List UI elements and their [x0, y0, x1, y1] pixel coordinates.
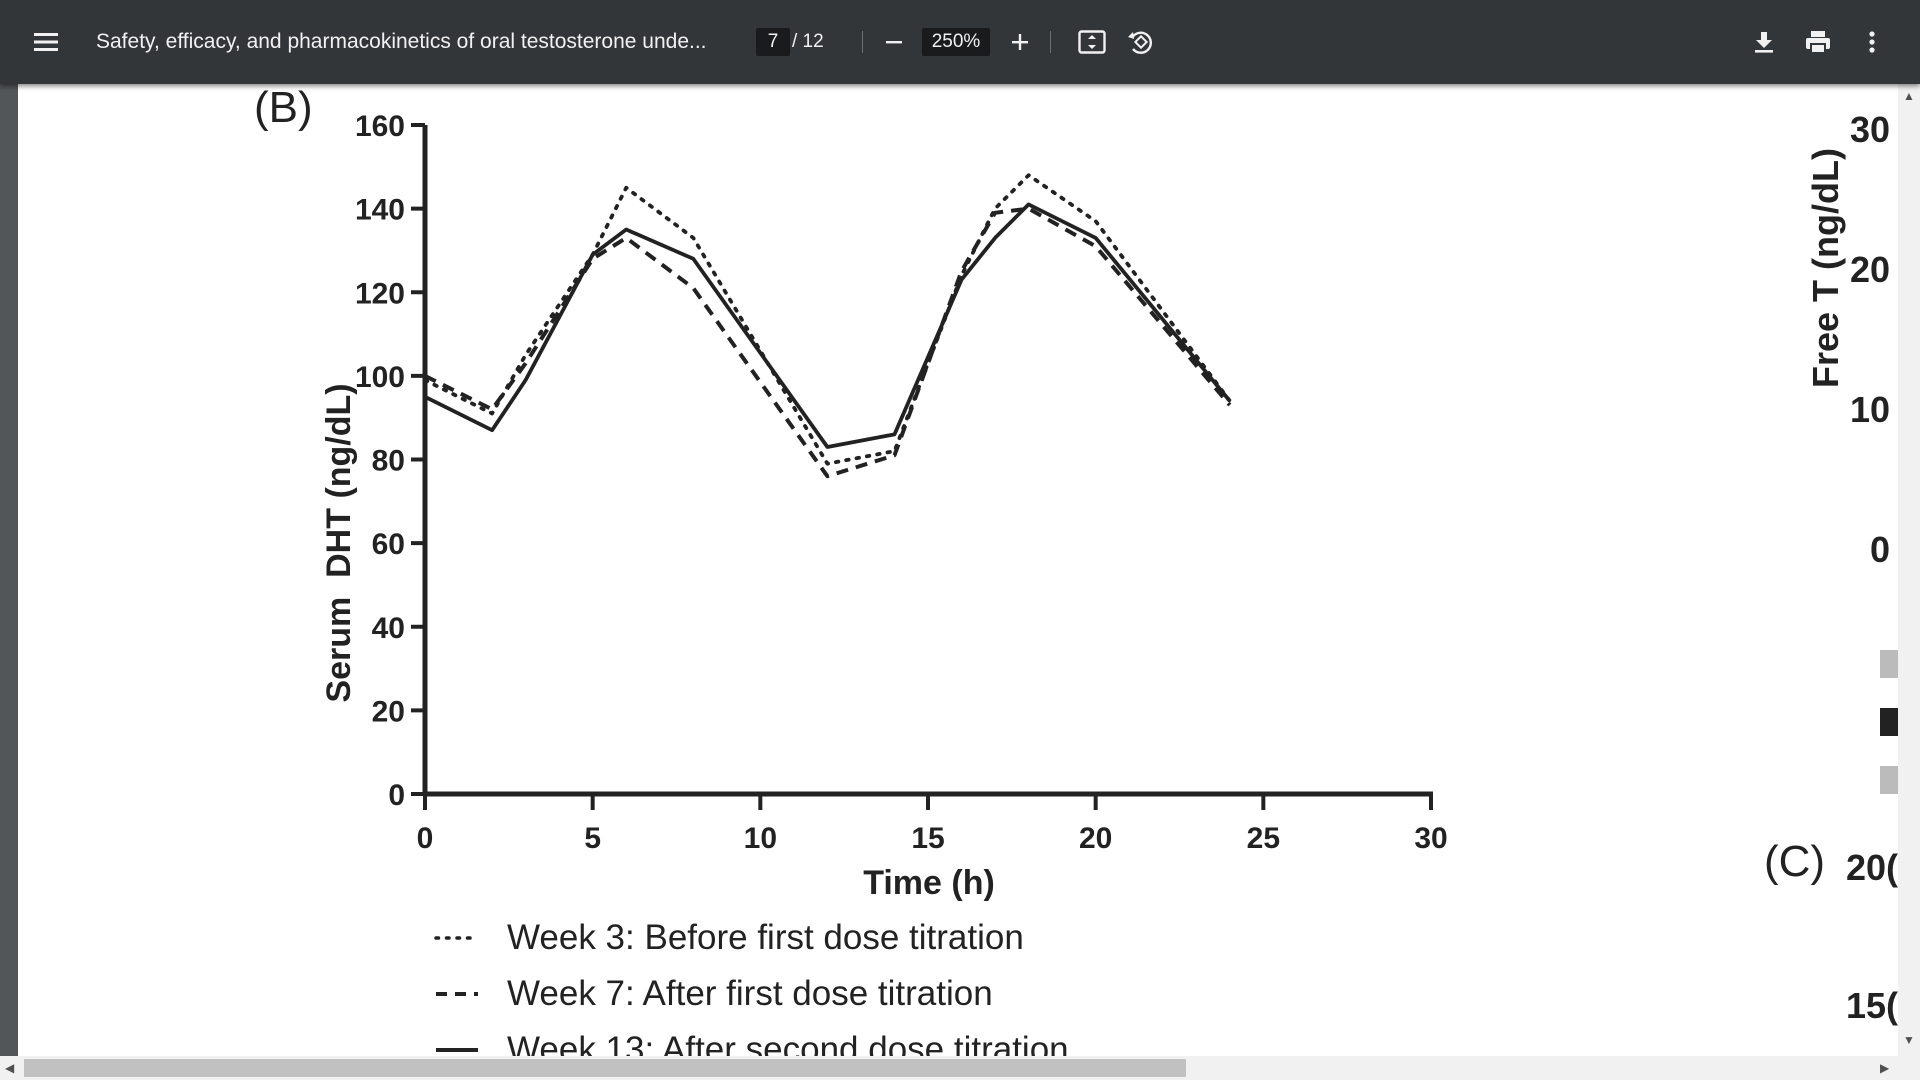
zoom-in-icon	[1012, 34, 1028, 50]
menu-icon	[34, 33, 58, 51]
y-tick-label: 140	[355, 194, 405, 227]
legend-swatch-partial	[1880, 766, 1898, 794]
x-tick-label: 30	[1414, 822, 1447, 855]
x-tick-label: 25	[1247, 822, 1280, 855]
y-tick-label: 120	[355, 277, 405, 310]
page-total: / 12	[792, 31, 824, 52]
right-panel-tick: 30	[1850, 109, 1890, 150]
page-number-input[interactable]: 7	[756, 28, 790, 56]
more-options-button[interactable]	[1852, 22, 1892, 62]
y-tick-label: 20	[372, 695, 405, 728]
panel-b-label: (B)	[254, 84, 313, 132]
x-tick-label: 15	[911, 822, 944, 855]
more-options-icon	[1869, 31, 1875, 53]
series-line-dashed	[424, 206, 1232, 479]
download-button[interactable]	[1744, 22, 1784, 62]
legend-label: Week 13: After second dose titration	[507, 1030, 1069, 1056]
y-tick-label: 60	[372, 528, 405, 561]
legend-label: Week 3: Before first dose titration	[507, 918, 1024, 957]
x-tick-label: 20	[1079, 822, 1112, 855]
viewer-gutter	[0, 84, 18, 1056]
toolbar-divider	[1050, 31, 1051, 53]
horizontal-scroll-thumb[interactable]	[24, 1059, 1186, 1077]
zoom-in-button[interactable]	[1000, 22, 1040, 62]
series-line-solid	[424, 202, 1232, 449]
series-line-dotted	[423, 173, 1232, 466]
y-tick-label: 160	[355, 110, 405, 143]
y-tick-label: 100	[355, 361, 405, 394]
print-icon	[1806, 31, 1830, 54]
scroll-left-arrow-icon[interactable]: ◀	[5, 1061, 15, 1075]
y-tick-label: 40	[372, 612, 405, 645]
chart-legend: Week 3: Before first dose titration Week…	[434, 918, 1069, 1056]
y-axis-label: Serum DHT (ng/dL)	[320, 383, 358, 702]
x-tick-label: 5	[584, 822, 601, 855]
chart-series	[423, 173, 1232, 479]
zoom-out-button[interactable]	[874, 22, 914, 62]
zoom-level-input[interactable]: 250%	[922, 28, 990, 56]
right-panel-tick: 10	[1850, 389, 1890, 430]
vertical-scrollbar[interactable]: ▲ ▼	[1898, 84, 1920, 1056]
document-title: Safety, efficacy, and pharmacokinetics o…	[96, 30, 707, 53]
download-icon	[1755, 32, 1773, 53]
print-button[interactable]	[1798, 22, 1838, 62]
toolbar-divider	[862, 31, 863, 53]
x-tick-label: 0	[417, 822, 434, 855]
panel-c-label: (C)	[1764, 837, 1825, 886]
fit-to-page-button[interactable]	[1072, 22, 1112, 62]
right-panel-lower-tick: 20(	[1846, 847, 1898, 888]
rotate-icon	[1128, 31, 1152, 54]
legend-swatch-partial	[1880, 650, 1898, 678]
horizontal-scrollbar[interactable]: ◀ ▶	[0, 1056, 1920, 1080]
right-panel-tick: 20	[1850, 249, 1890, 290]
right-panel-lower-tick: 15(	[1846, 985, 1898, 1026]
chart-axes: 0 20 40 60 80 100 120 140 160 0 5 10 15 20 25 30	[355, 110, 1448, 855]
right-panel-y-label: Free T (ng/dL)	[1805, 148, 1846, 388]
scroll-up-arrow-icon[interactable]: ▲	[1903, 89, 1915, 103]
y-tick-label: 80	[372, 445, 405, 478]
fit-page-icon	[1078, 30, 1106, 54]
right-panel-partial: Free T (ng/dL) 30 20 10 0 (C) 20( 15(	[1764, 109, 1898, 1026]
pdf-toolbar: Safety, efficacy, and pharmacokinetics o…	[0, 0, 1920, 84]
legend-label: Week 7: After first dose titration	[507, 974, 993, 1013]
zoom-out-icon	[886, 41, 902, 44]
scroll-down-arrow-icon[interactable]: ▼	[1903, 1033, 1915, 1047]
rotate-button[interactable]	[1120, 22, 1160, 62]
scroll-right-arrow-icon[interactable]: ▶	[1880, 1061, 1890, 1075]
y-tick-label: 0	[388, 779, 405, 812]
x-tick-label: 10	[744, 822, 777, 855]
pdf-page: (B) Serum DHT (ng/dL) Time (h) 0 20 40 60 80…	[18, 84, 1898, 1056]
legend-swatch-partial	[1880, 708, 1898, 736]
figure-canvas: (B) Serum DHT (ng/dL) Time (h) 0 20 40 60 80…	[254, 84, 1898, 1056]
x-axis-label: Time (h)	[863, 864, 995, 902]
menu-button[interactable]	[26, 22, 66, 62]
right-panel-tick: 0	[1870, 529, 1890, 570]
